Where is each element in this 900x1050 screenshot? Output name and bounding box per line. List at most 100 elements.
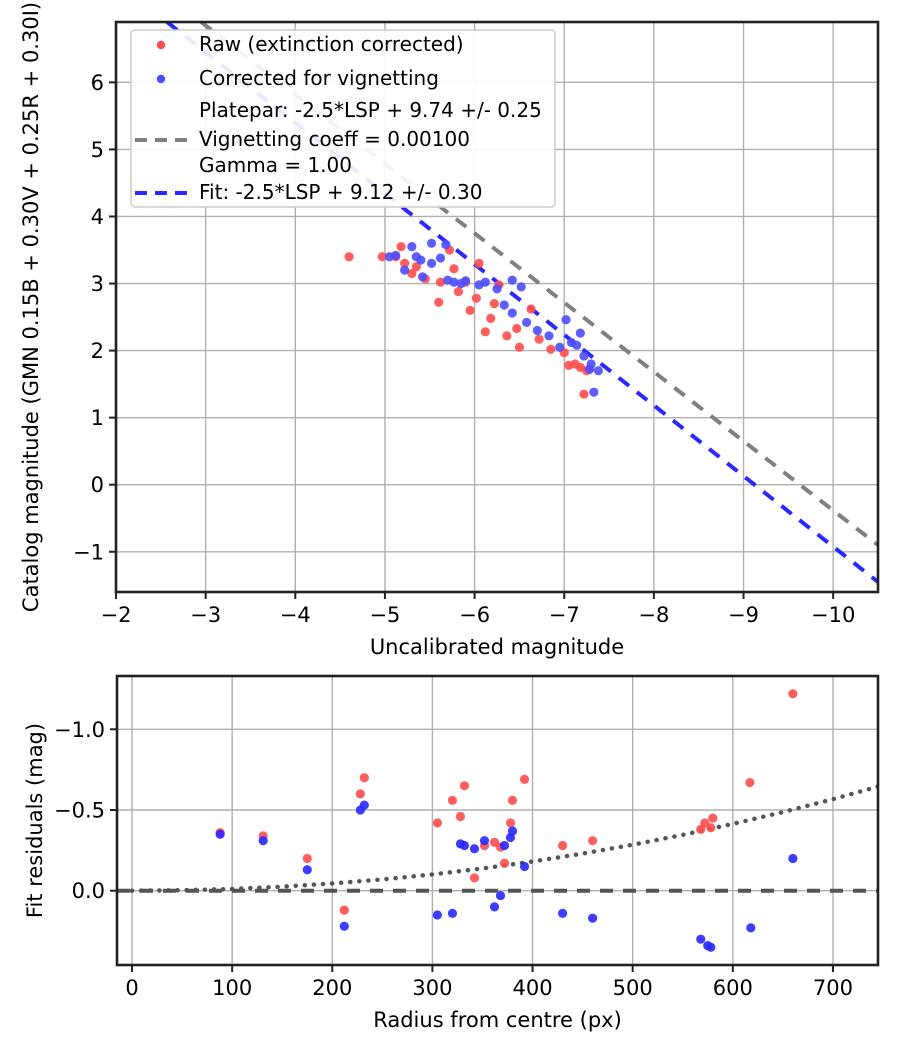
data-point [377, 252, 387, 262]
data-point [469, 844, 480, 854]
data-point [507, 795, 518, 805]
data-point [512, 323, 522, 334]
y-tick-label: 4 [91, 205, 104, 229]
legend-label: Vignetting coeff = 0.00100 [199, 127, 470, 151]
plot-background [117, 676, 878, 965]
legend: Raw (extinction corrected) Corrected for … [130, 29, 556, 208]
data-point [519, 861, 530, 872]
x-axis-title: Uncalibrated magnitude [370, 635, 624, 659]
data-point [507, 308, 517, 318]
x-tick-label: −2 [101, 603, 132, 627]
x-tick-label: −8 [638, 603, 669, 627]
x-tick-label: −4 [280, 603, 311, 627]
legend-item[interactable]: Fit: -2.5*LSP + 9.12 +/- 0.30 [135, 180, 482, 204]
data-point [696, 934, 706, 944]
data-point [416, 255, 426, 265]
series-scatter [215, 800, 798, 952]
y-tick-label: −1 [73, 540, 104, 564]
data-point [579, 351, 589, 361]
data-point [465, 305, 475, 315]
y-axis-title: Catalog magnitude (GMN 0.15B + 0.30V + 0… [19, 2, 43, 612]
legend-item[interactable]: Vignetting coeff = 0.00100 [135, 127, 470, 151]
data-point [557, 840, 568, 851]
x-tick-label: −6 [459, 603, 490, 627]
x-tick-label: 700 [813, 976, 853, 1000]
data-point [514, 342, 525, 352]
data-layer [117, 689, 878, 952]
data-point [449, 264, 459, 274]
data-point [706, 823, 716, 833]
data-point [586, 359, 596, 369]
calibration-plot: −2 −3 −4 −5 −6 −7 −8 −9 −10−10123456Uncalibrated… [19, 2, 880, 659]
legend-item[interactable]: Raw (extinction corrected) [156, 32, 464, 56]
data-point [474, 258, 484, 269]
data-point [492, 284, 502, 294]
x-tick-label: 0 [125, 976, 138, 1000]
y-tick-label: 2 [91, 339, 104, 363]
legend-label: Corrected for vignetting [199, 66, 439, 90]
legend-item[interactable]: Platepar: -2.5*LSP + 9.74 +/- 0.25 [199, 98, 542, 122]
data-point [339, 921, 349, 931]
data-point [593, 366, 603, 376]
data-point [575, 328, 585, 338]
data-point [469, 873, 480, 883]
data-point [479, 836, 490, 846]
data-point [344, 252, 354, 262]
data-point [555, 342, 565, 352]
data-point [788, 853, 798, 864]
data-point [302, 865, 312, 875]
x-tick-label: 500 [613, 976, 653, 1000]
legend-label: Fit: -2.5*LSP + 9.12 +/- 0.30 [199, 180, 482, 204]
data-point [706, 942, 716, 952]
data-point [499, 300, 509, 310]
data-point [258, 836, 268, 846]
gridlines [117, 676, 878, 965]
series-scatter [384, 238, 603, 397]
data-point [302, 853, 312, 864]
data-point [449, 277, 459, 287]
x-tick-label: 600 [713, 976, 753, 1000]
legend-item[interactable]: Gamma = 1.00 [199, 153, 352, 177]
legend-label: Gamma = 1.00 [199, 153, 352, 177]
x-tick-label: 100 [212, 976, 252, 1000]
data-point [447, 908, 458, 918]
x-tick-label: −10 [811, 603, 855, 627]
data-point [441, 240, 451, 250]
data-point [459, 781, 470, 791]
data-point [505, 818, 516, 828]
data-point [480, 277, 490, 287]
data-point [532, 325, 542, 336]
data-point [435, 253, 446, 263]
data-point [471, 293, 481, 303]
axes-spines [114, 20, 880, 594]
data-point [561, 315, 571, 325]
x-tick-label: 300 [412, 976, 452, 1000]
data-point [455, 811, 466, 822]
data-point [579, 389, 589, 399]
data-point [215, 829, 225, 839]
data-point [557, 908, 568, 918]
y-tick-label: 0.0 [72, 879, 105, 903]
data-point [391, 250, 401, 260]
data-point [788, 689, 798, 699]
data-point [588, 913, 598, 923]
legend-item[interactable]: Corrected for vignetting [156, 66, 439, 90]
data-point [499, 840, 510, 851]
data-point [459, 840, 470, 851]
data-point [447, 795, 458, 805]
y-tick-label: −0.5 [54, 799, 105, 823]
data-point [589, 387, 599, 397]
y-tick-label: 1 [91, 406, 104, 430]
data-point [400, 258, 410, 269]
series-line [129, 784, 878, 893]
data-point [407, 242, 417, 252]
data-point [435, 277, 446, 287]
axes-spines [115, 674, 880, 967]
x-tick-label: −5 [369, 603, 400, 627]
data-point [426, 258, 437, 269]
data-point [507, 826, 518, 836]
data-point [480, 327, 490, 337]
data-point [339, 905, 349, 915]
